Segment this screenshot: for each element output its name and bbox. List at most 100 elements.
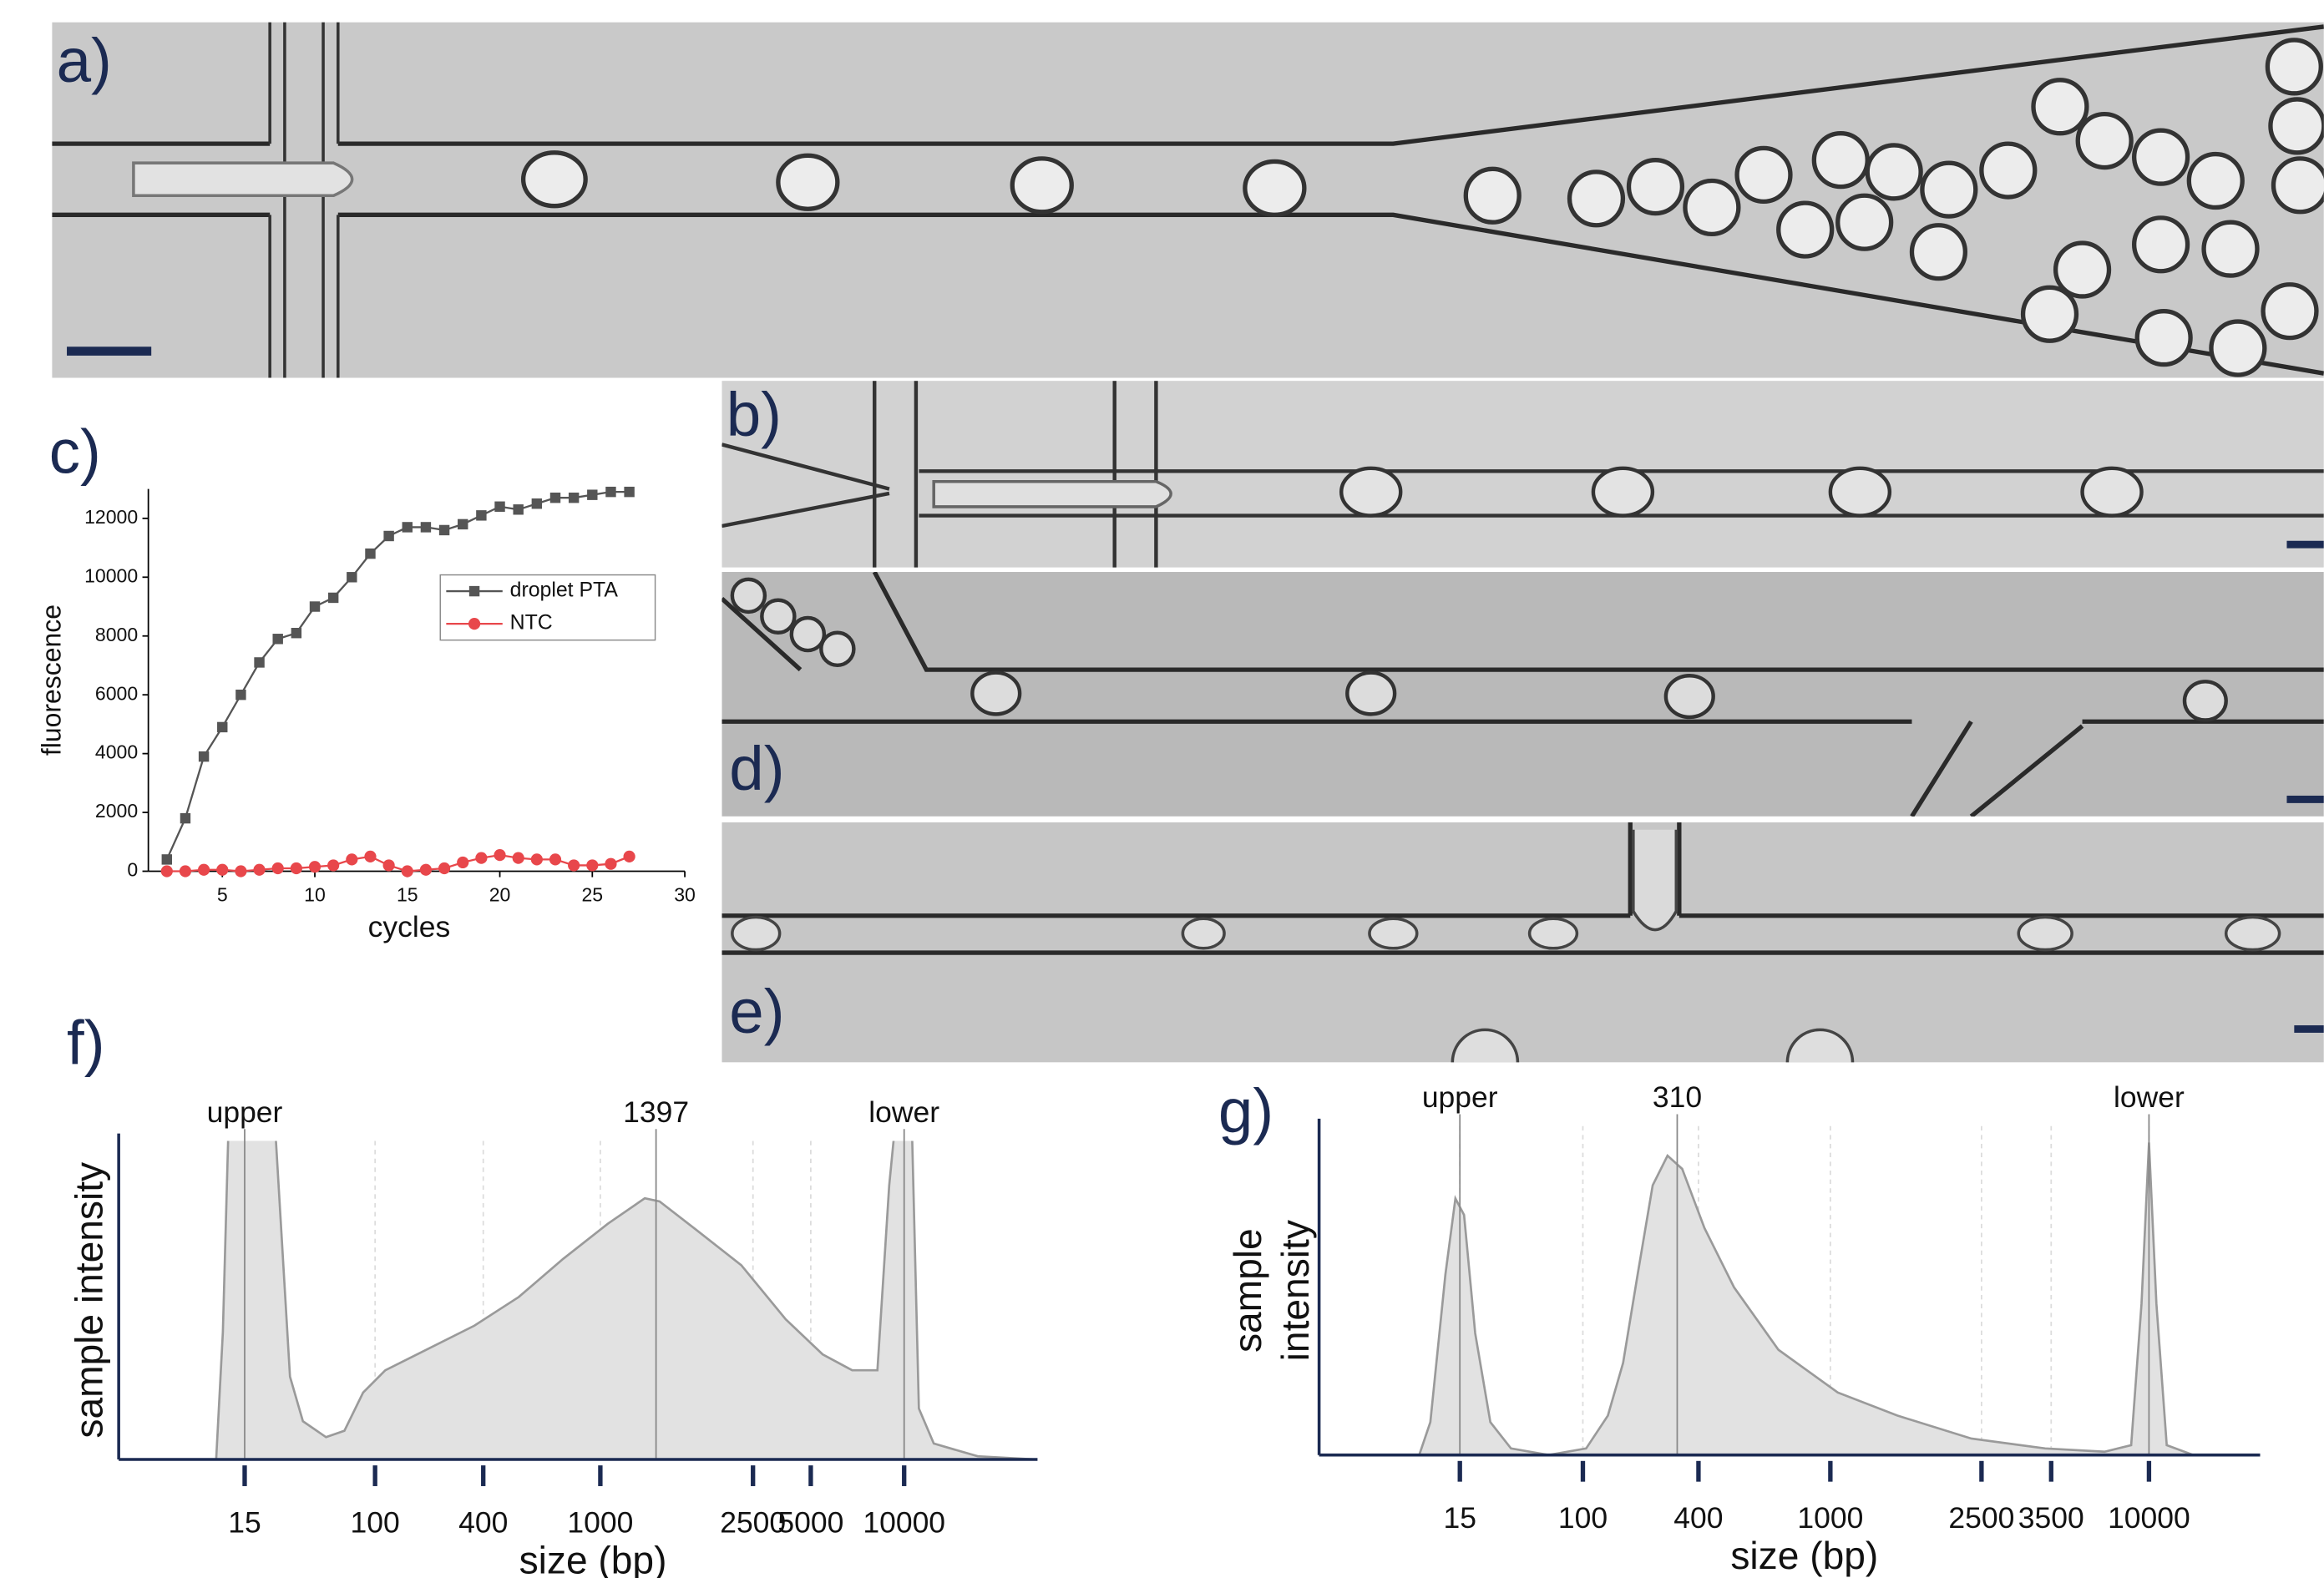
panel-label: g) — [1218, 1076, 1273, 1146]
x-tick-label: 30 — [674, 884, 696, 906]
annotation: 1397 — [623, 1095, 689, 1129]
x-tick-label: 2500 — [720, 1505, 786, 1539]
point — [161, 854, 173, 865]
trace — [215, 1141, 1037, 1460]
x-tick-label: 5 — [217, 884, 228, 906]
x-tick-label: 25 — [581, 884, 603, 906]
point — [235, 865, 247, 878]
x-tick-label: 100 — [1558, 1501, 1608, 1535]
panel-label: e) — [729, 977, 784, 1046]
point — [568, 859, 580, 872]
annotation: lower — [2114, 1080, 2185, 1114]
trace-line — [215, 1141, 1037, 1460]
legend-marker — [468, 618, 481, 630]
point — [624, 486, 635, 498]
panel-label: c) — [49, 417, 101, 486]
point — [530, 853, 543, 866]
x-tick-label: 10 — [304, 884, 326, 906]
x-tick-label: 3500 — [2018, 1501, 2084, 1535]
x-tick-label: 15 — [1443, 1501, 1476, 1535]
trace-area — [1419, 1142, 2194, 1455]
x-tick-label: 15 — [228, 1505, 261, 1539]
point — [475, 852, 488, 864]
point — [272, 634, 283, 645]
micrograph-d — [722, 572, 2324, 817]
point — [198, 751, 210, 762]
micrograph-a — [52, 22, 2324, 378]
y-axis-title: intensity — [1273, 1220, 1317, 1361]
x-tick-label: 15 — [397, 884, 418, 906]
trace — [1418, 1142, 2194, 1455]
trace-line — [1418, 1142, 2194, 1455]
point — [364, 850, 377, 862]
point — [457, 856, 469, 869]
y-axis-title: sample intensity — [67, 1162, 110, 1439]
y-tick-label: 6000 — [95, 682, 138, 704]
y-tick-label: 0 — [127, 859, 138, 881]
point — [347, 572, 357, 583]
x-axis-title: cycles — [368, 910, 451, 943]
y-tick-label: 10000 — [84, 564, 138, 586]
point — [217, 721, 228, 733]
legend-label: NTC — [510, 612, 553, 635]
point — [290, 862, 302, 875]
point — [549, 492, 561, 503]
point — [568, 492, 580, 503]
point — [586, 859, 599, 872]
point — [476, 510, 487, 521]
point — [494, 849, 506, 862]
point — [531, 498, 543, 509]
point — [438, 862, 451, 875]
x-tick-label: 5000 — [777, 1505, 843, 1539]
point — [401, 865, 413, 878]
point — [382, 859, 395, 872]
point — [419, 863, 433, 876]
x-axis-title: size (bp) — [1730, 1534, 1878, 1577]
point — [346, 853, 358, 866]
point — [402, 522, 413, 533]
y-tick-label: 8000 — [95, 624, 138, 645]
x-tick-label: 10000 — [2108, 1501, 2190, 1535]
point — [327, 859, 340, 872]
y-tick-label: 4000 — [95, 741, 138, 763]
point — [308, 861, 322, 873]
panel-label: a) — [57, 26, 112, 95]
x-tick-label: 1000 — [1797, 1501, 1863, 1535]
point — [291, 628, 302, 639]
y-axis-title: sample — [1226, 1228, 1269, 1353]
point — [309, 601, 321, 612]
y-tick-label: 2000 — [95, 800, 138, 822]
x-tick-label: 400 — [1673, 1501, 1723, 1535]
x-tick-label: 20 — [489, 884, 511, 906]
y-axis-title: fluorescence — [37, 604, 67, 756]
x-tick-label: 100 — [351, 1505, 400, 1539]
point — [160, 865, 173, 878]
micrograph-b — [722, 381, 2324, 568]
point — [587, 489, 598, 500]
point — [458, 518, 468, 530]
point — [235, 689, 246, 700]
point — [253, 863, 266, 876]
point — [197, 863, 210, 876]
point — [494, 501, 505, 512]
x-tick-label: 10000 — [863, 1505, 945, 1539]
micrograph-e — [722, 822, 2324, 1063]
point — [216, 863, 229, 876]
point — [512, 852, 524, 864]
point — [254, 657, 265, 668]
series-line — [165, 491, 630, 860]
point — [513, 504, 524, 515]
point — [179, 865, 192, 878]
point — [438, 524, 450, 536]
annotation: upper — [1422, 1080, 1498, 1114]
legend-marker — [468, 585, 480, 597]
point — [420, 522, 432, 533]
point — [365, 548, 376, 559]
point — [383, 530, 394, 542]
x-tick-label: 1000 — [567, 1505, 633, 1539]
point — [327, 592, 339, 604]
panel-label: d) — [729, 734, 784, 803]
x-tick-label: 400 — [458, 1505, 508, 1539]
annotation: upper — [207, 1095, 283, 1129]
